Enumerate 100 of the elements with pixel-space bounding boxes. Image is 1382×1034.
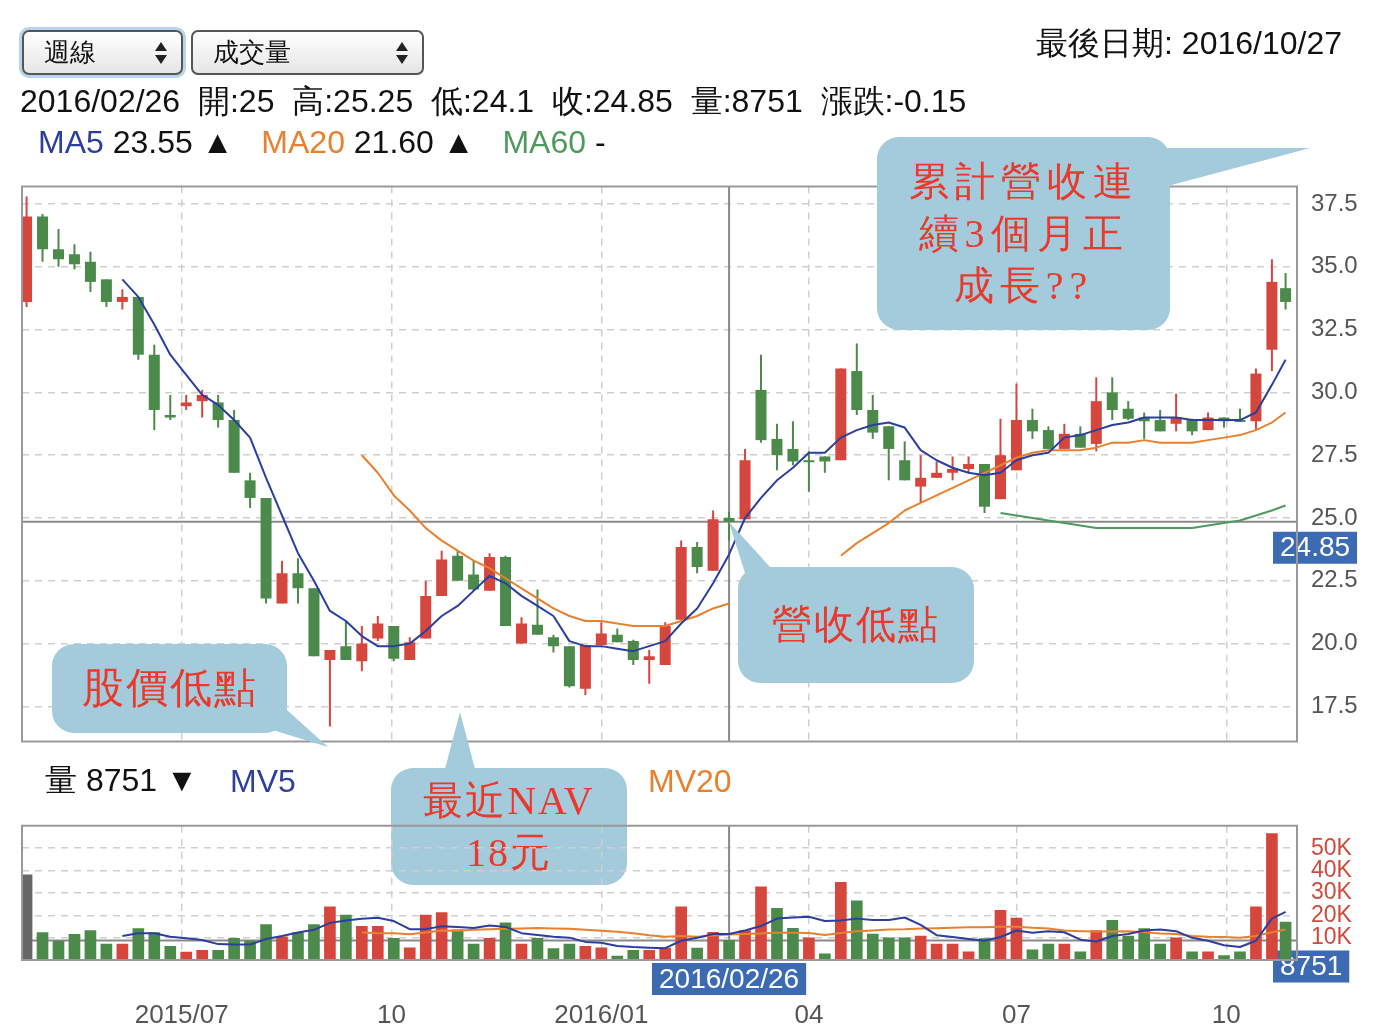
y-tick-label: 27.5 xyxy=(1311,439,1358,467)
bar xyxy=(371,925,384,960)
text: 成交量 xyxy=(213,36,291,69)
x-tick-label: 2015/07 xyxy=(134,998,229,1029)
y-tick-label: 17.5 xyxy=(1311,691,1358,719)
x-tick-label: 10 xyxy=(377,998,406,1029)
candlestick xyxy=(627,638,639,666)
candlestick xyxy=(915,454,927,504)
chart-title: 最後日期: 2016/10/27 xyxy=(1036,24,1342,63)
candlestick xyxy=(531,588,543,636)
bar xyxy=(882,937,895,960)
bar xyxy=(819,953,831,960)
annotation: 累計營收連續3個月正成長?? xyxy=(907,157,1140,310)
candlestick xyxy=(516,616,528,645)
bar xyxy=(340,914,352,960)
x-tick-label: 07 xyxy=(1001,998,1031,1029)
x-tick-label: 04 xyxy=(794,998,824,1029)
candlestick xyxy=(292,557,304,605)
bar xyxy=(1250,906,1262,960)
candlestick xyxy=(803,450,815,493)
candlestick xyxy=(1042,425,1054,450)
text: MV5 xyxy=(230,762,296,799)
candlestick xyxy=(68,243,80,271)
bar xyxy=(1122,935,1135,960)
y-tick-label: 25.0 xyxy=(1311,502,1358,530)
candlestick xyxy=(1122,400,1134,422)
candlestick xyxy=(1106,376,1118,422)
x-tick-label: 2016/01 xyxy=(554,998,649,1029)
bar xyxy=(36,932,49,960)
y-tick-label: 30.0 xyxy=(1311,377,1358,405)
bar xyxy=(803,937,815,960)
bar xyxy=(691,947,703,960)
bar xyxy=(835,882,847,960)
candlestick xyxy=(771,422,783,472)
candlestick xyxy=(340,620,352,661)
candlestick xyxy=(899,440,911,482)
candlestick xyxy=(468,559,480,592)
y-tick-label: 22.5 xyxy=(1311,565,1358,593)
y-tick-label: 37.5 xyxy=(1311,188,1358,216)
candlestick xyxy=(643,648,655,685)
candlestick xyxy=(52,228,64,268)
bar xyxy=(1106,920,1119,960)
bar xyxy=(771,908,783,960)
bar xyxy=(148,932,161,960)
bar xyxy=(1170,937,1182,960)
bar xyxy=(403,947,416,960)
candlestick xyxy=(883,425,895,482)
bar xyxy=(212,950,224,960)
annotation: 股價低點 xyxy=(80,664,259,714)
ref-line-label: 24.85 xyxy=(1280,531,1351,563)
bar xyxy=(68,933,81,960)
candlestick xyxy=(947,455,959,482)
candlestick xyxy=(595,621,607,646)
bar xyxy=(723,940,735,960)
candlestick xyxy=(867,393,879,440)
candlestick xyxy=(372,614,384,643)
candlestick xyxy=(244,471,256,509)
x-tick-label: 10 xyxy=(1211,998,1241,1029)
bar xyxy=(1266,833,1278,960)
bar xyxy=(898,937,911,960)
annotation: 營收低點 xyxy=(771,600,942,649)
candlestick xyxy=(787,420,799,467)
candlestick xyxy=(116,288,128,311)
candlestick xyxy=(1026,407,1038,440)
candlestick xyxy=(356,625,368,673)
candlestick xyxy=(324,648,336,728)
bar xyxy=(196,950,209,960)
bar xyxy=(1154,943,1166,960)
candlestick xyxy=(84,250,96,293)
text: MA60 - xyxy=(502,123,606,160)
bar xyxy=(260,924,272,960)
bar xyxy=(387,937,400,960)
bar xyxy=(866,933,879,960)
candlestick xyxy=(723,510,735,542)
bar xyxy=(755,886,767,960)
bar xyxy=(531,937,544,960)
text: 週線 xyxy=(44,36,96,69)
text: MA5 23.55 ▲ xyxy=(38,123,234,160)
bar xyxy=(483,937,496,960)
bar xyxy=(643,950,656,960)
candlestick xyxy=(1280,272,1292,311)
candlestick xyxy=(164,393,176,422)
chart-subtitle: 2016/02/26 開:25 高:25.25 低:24.1 收:24.85 量:8751 漲跌:-0.15 xyxy=(20,82,967,121)
bar xyxy=(627,950,640,960)
candlestick xyxy=(404,636,416,661)
bar xyxy=(356,925,368,960)
bar xyxy=(132,928,145,960)
y-tick-label: 32.5 xyxy=(1311,314,1358,342)
bar xyxy=(435,912,448,960)
text: MA20 21.60 ▲ xyxy=(261,123,475,160)
bar xyxy=(324,906,336,960)
candlestick xyxy=(691,540,703,575)
candlestick xyxy=(100,278,112,308)
bar xyxy=(675,906,687,960)
bar xyxy=(164,946,177,960)
bar xyxy=(850,900,863,960)
text: MV20 xyxy=(648,762,732,799)
y-tick-label: 35.0 xyxy=(1311,251,1358,279)
bar xyxy=(308,924,320,960)
bar xyxy=(276,936,288,960)
